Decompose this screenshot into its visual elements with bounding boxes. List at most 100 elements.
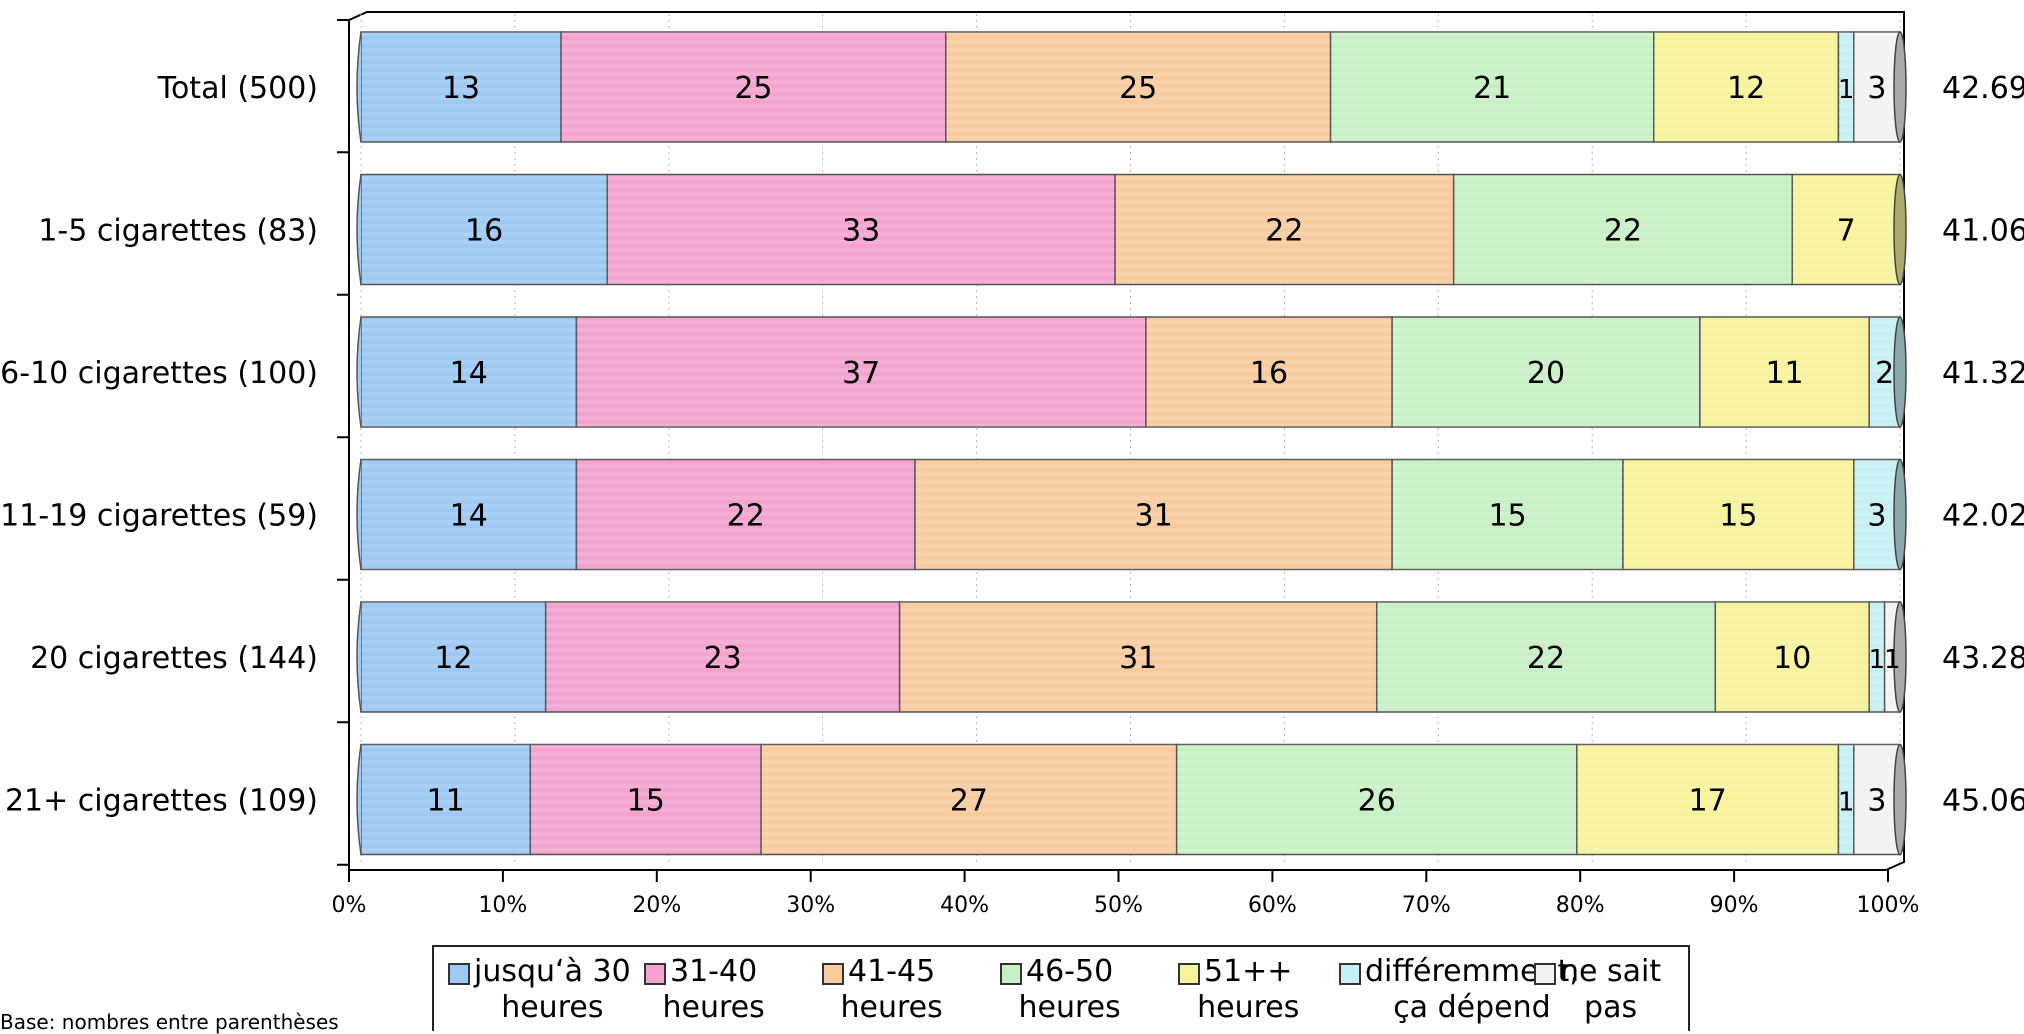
category-label: 21+ cigarettes (109) xyxy=(5,784,318,819)
legend-swatch xyxy=(1178,963,1200,985)
x-tick-label: 90% xyxy=(1710,893,1759,918)
row-total-label: 43.28 xyxy=(1942,641,2024,676)
data-label: 2 xyxy=(1875,356,1894,391)
legend-swatch xyxy=(1339,963,1361,985)
x-tick-label: 100% xyxy=(1857,893,1920,918)
data-label: 13 xyxy=(442,71,480,106)
data-label: 15 xyxy=(1719,499,1757,534)
row-total-label: 42.02 xyxy=(1942,499,2024,534)
legend-label-line1: 41-45 xyxy=(848,954,936,989)
data-label: 12 xyxy=(1727,71,1765,106)
x-tick-label: 20% xyxy=(632,893,681,918)
legend-swatch xyxy=(644,963,666,985)
bar-segment: 22 xyxy=(1114,173,1459,286)
data-label: 22 xyxy=(727,499,765,534)
bar-end-cap xyxy=(1893,173,1907,286)
bar-segment: 1 xyxy=(1883,601,1907,713)
bar-start-cap xyxy=(356,31,362,143)
category-label: 1-5 cigarettes (83) xyxy=(38,214,318,249)
bar-segment: 31 xyxy=(914,458,1398,571)
bar-segment: 16 xyxy=(356,173,613,286)
legend-label-line2: heures xyxy=(1018,990,1121,1025)
legend-swatch xyxy=(1534,963,1556,985)
bar-texture xyxy=(1853,32,1900,142)
bar-texture xyxy=(1392,317,1700,427)
x-tick-label: 80% xyxy=(1556,893,1605,918)
data-label: 7 xyxy=(1837,214,1856,249)
bar-segment: 22 xyxy=(1375,601,1721,713)
bar-texture xyxy=(1699,317,1870,427)
data-label: 15 xyxy=(1488,499,1526,534)
bar-texture xyxy=(561,32,946,142)
data-label: 23 xyxy=(704,641,742,676)
x-tick-label: 50% xyxy=(1094,893,1143,918)
data-label: 3 xyxy=(1867,499,1886,534)
bar-segment: 17 xyxy=(1576,743,1844,856)
category-label: 20 cigarettes (144) xyxy=(30,641,318,676)
bar-segment: 20 xyxy=(1391,316,1705,428)
legend-label-line1: jusqu‘à 30 xyxy=(474,954,631,989)
bar-end-cap xyxy=(1893,458,1907,571)
bar-texture xyxy=(1176,744,1577,855)
bar-texture xyxy=(1838,744,1854,855)
bar-segment: 27 xyxy=(760,743,1182,856)
bar-texture xyxy=(761,744,1177,855)
row-total-label: 42.69 xyxy=(1942,71,2024,106)
bar-segment: 25 xyxy=(945,31,1336,143)
legend-label-line2: heures xyxy=(1197,990,1300,1025)
bar-segment: 37 xyxy=(575,316,1151,428)
bar-segment: 33 xyxy=(606,173,1121,286)
data-label: 22 xyxy=(1604,214,1642,249)
bar-row: 14 22 31 15 15 3 xyxy=(356,458,1907,571)
bar-texture xyxy=(361,317,577,427)
legend-label-line2: heures xyxy=(662,990,765,1025)
data-label: 27 xyxy=(950,784,988,819)
bar-texture xyxy=(361,459,577,570)
bar-segment: 15 xyxy=(1391,458,1628,571)
data-label: 3 xyxy=(1867,71,1886,106)
bar-texture xyxy=(576,317,1146,427)
x-tick-label: 30% xyxy=(786,893,835,918)
bar-segment: 23 xyxy=(544,601,905,713)
bar-segment: 2 xyxy=(1868,316,1907,428)
bar-start-cap xyxy=(356,174,362,285)
legend-label-line2: heures xyxy=(840,990,943,1025)
legend: jusqu‘à 30 heures 31-40 heures 41-45 heures 46… xyxy=(432,945,1690,1031)
bar-texture xyxy=(361,174,608,285)
bar-segment: 3 xyxy=(1853,458,1907,571)
x-tick-label: 70% xyxy=(1402,893,1451,918)
data-label: 21 xyxy=(1473,71,1511,106)
data-label: 16 xyxy=(1250,356,1288,391)
bar-texture xyxy=(576,459,916,570)
bar-segment: 12 xyxy=(356,601,551,713)
bar-segment: 31 xyxy=(898,601,1382,713)
data-label: 11 xyxy=(427,784,465,819)
footnote: Base: nombres entre parenthèses xyxy=(0,1010,339,1034)
data-label: 1 xyxy=(1838,75,1855,105)
x-tick-label: 0% xyxy=(332,893,367,918)
bar-segment: 15 xyxy=(529,743,767,856)
bar-segment: 14 xyxy=(356,316,582,428)
bar-start-cap xyxy=(356,601,362,713)
bar-texture xyxy=(1838,32,1854,142)
bars: 13 25 25 21 12 1 316 33 22 22 714 37 16 20 11 214 22 31 15… xyxy=(356,31,1907,856)
data-label: 11 xyxy=(1765,356,1803,391)
bar-texture xyxy=(1853,744,1900,855)
bar-segment: 16 xyxy=(1145,316,1398,428)
bar-segment: 15 xyxy=(1622,458,1859,571)
bar-segment: 13 xyxy=(356,31,567,143)
category-label: Total (500) xyxy=(157,71,318,106)
bar-texture xyxy=(1869,602,1885,712)
bar-segment: 7 xyxy=(1791,173,1907,286)
bar-texture xyxy=(1330,32,1654,142)
bar-texture xyxy=(1376,602,1716,712)
bar-texture xyxy=(1792,174,1900,285)
data-label: 3 xyxy=(1867,784,1886,819)
legend-swatch xyxy=(1000,963,1022,985)
bar-texture xyxy=(1622,459,1854,570)
bar-texture xyxy=(361,32,562,142)
bar-start-cap xyxy=(356,744,362,855)
bar-segment: 22 xyxy=(575,458,921,571)
data-label: 1 xyxy=(1838,788,1855,818)
